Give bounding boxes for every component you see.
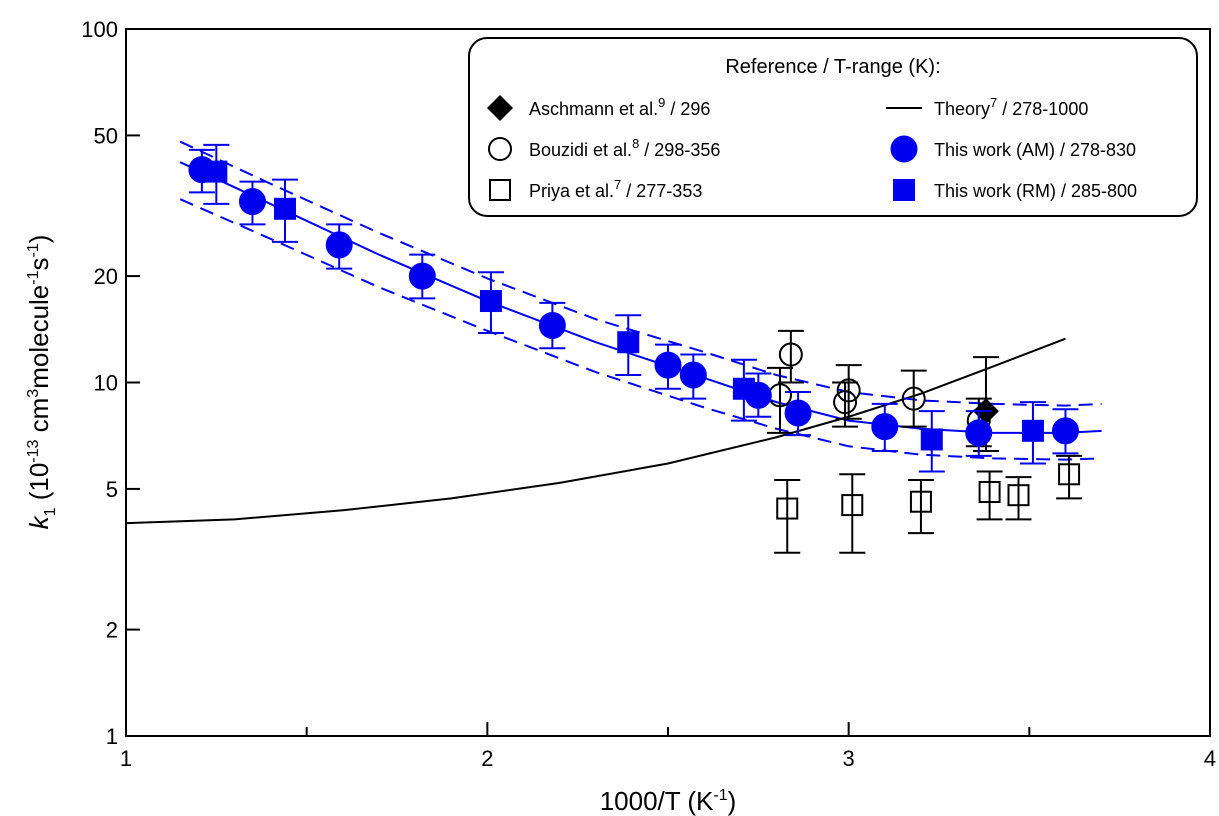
y-tick-label: 100 <box>81 17 118 42</box>
legend-marker <box>489 179 511 201</box>
theory-curve <box>125 337 1066 525</box>
point-this-work-rm <box>1021 419 1044 442</box>
legend-label: Aschmann et al.9 / 296 <box>529 95 710 119</box>
legend-label: Theory7 / 278-1000 <box>934 95 1088 119</box>
legend: Reference / T-range (K): Aschmann et al.9… <box>468 37 1198 217</box>
legend-marker <box>488 137 512 161</box>
fit-upper-band <box>179 140 1102 407</box>
legend-marker <box>893 179 915 201</box>
point-this-work-am <box>238 188 266 216</box>
legend-title: Reference / T-range (K): <box>725 56 940 78</box>
y-tick-label: 10 <box>94 371 118 396</box>
points-layer <box>188 143 1083 554</box>
y-tick-label: 50 <box>94 123 118 148</box>
point-this-work-am <box>784 399 812 427</box>
y-tick-label: 5 <box>106 477 118 502</box>
point-bouzidi-et-al <box>778 342 803 367</box>
point-this-work-am <box>679 361 707 389</box>
y-tick-label: 1 <box>106 724 118 749</box>
legend-label: This work (RM) / 285-800 <box>934 181 1137 201</box>
legend-box <box>468 37 1198 217</box>
legend-marker <box>890 135 918 163</box>
point-this-work-am <box>408 262 436 290</box>
point-this-work-am <box>538 311 566 339</box>
axes-layer: 1 2 3 4 1 2 5 10 20 50 100 <box>81 17 1216 771</box>
point-this-work-am <box>871 413 899 441</box>
point-this-work-rm <box>617 331 640 354</box>
point-this-work-am <box>965 419 993 447</box>
legend-label: This work (AM) / 278-830 <box>934 140 1136 160</box>
point-this-work-am <box>188 156 216 184</box>
legend-label: Bouzidi et al.8 / 298-356 <box>529 136 720 160</box>
point-bouzidi-et-al <box>833 390 858 415</box>
point-priya-et-al <box>1058 463 1081 486</box>
point-bouzidi-et-al <box>836 378 861 403</box>
point-this-work-am <box>744 381 772 409</box>
point-this-work-rm <box>479 290 502 313</box>
point-bouzidi-et-al <box>901 386 926 411</box>
point-this-work-rm <box>273 197 296 220</box>
x-tick-label: 2 <box>481 746 493 771</box>
fit-lower-band <box>179 198 1102 461</box>
x-axis-title: 1000/T (K-1) <box>600 786 737 816</box>
legend-label: Priya et al.7 / 277-353 <box>529 177 702 201</box>
point-this-work-am <box>1051 417 1079 445</box>
point-priya-et-al <box>776 497 799 520</box>
y-tick-label: 20 <box>94 264 118 289</box>
point-priya-et-al <box>1007 484 1030 507</box>
point-priya-et-al <box>841 494 864 517</box>
x-tick-label: 1 <box>120 746 132 771</box>
x-tick-label: 3 <box>843 746 855 771</box>
point-priya-et-al <box>909 490 932 513</box>
point-this-work-am <box>654 351 682 379</box>
theory-layer <box>125 337 1066 525</box>
y-tick-label: 2 <box>106 618 118 643</box>
point-this-work-rm <box>920 428 943 451</box>
point-priya-et-al <box>978 481 1001 504</box>
y-axis-title: k1 (10-13 cm3molecule-1s-1) <box>24 235 59 530</box>
point-this-work-am <box>325 231 353 259</box>
x-tick-label: 4 <box>1204 746 1216 771</box>
legend-marker <box>487 95 513 121</box>
